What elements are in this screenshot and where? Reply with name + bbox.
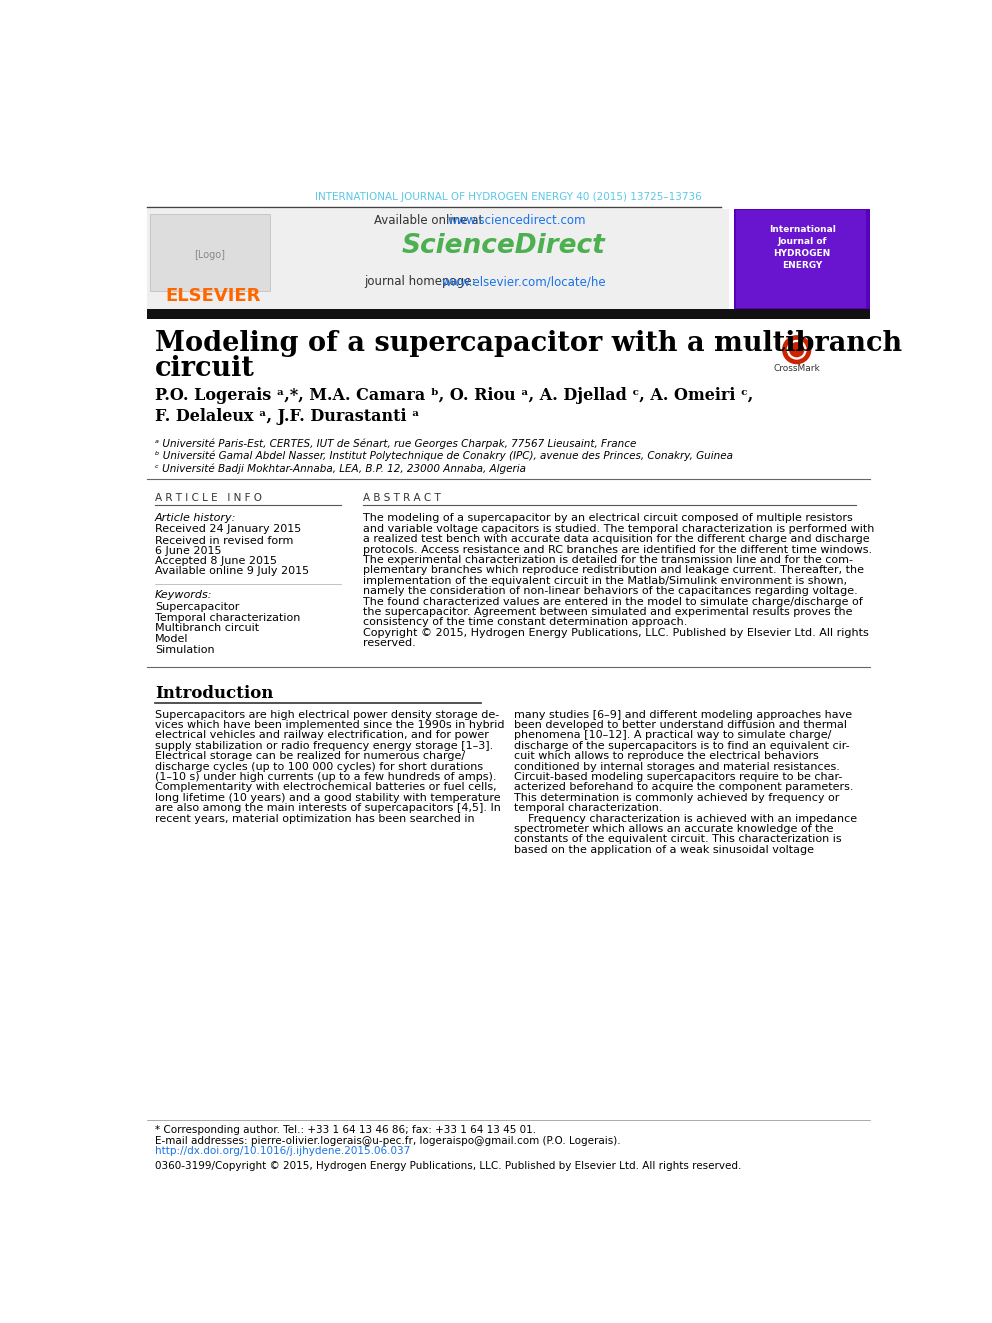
Text: The found characterized values are entered in the model to simulate charge/disch: The found characterized values are enter… (363, 597, 862, 606)
FancyBboxPatch shape (734, 209, 870, 311)
Text: E-mail addresses: pierre-olivier.logerais@u-pec.fr, logeraispo@gmail.com (P.O. L: E-mail addresses: pierre-olivier.logerai… (155, 1135, 621, 1146)
Text: phenomena [10–12]. A practical way to simulate charge/: phenomena [10–12]. A practical way to si… (514, 730, 831, 741)
FancyBboxPatch shape (147, 209, 728, 308)
Circle shape (783, 336, 810, 364)
Text: vices which have been implemented since the 1990s in hybrid: vices which have been implemented since … (155, 720, 505, 730)
Text: Model: Model (155, 634, 188, 644)
Text: been developed to better understand diffusion and thermal: been developed to better understand diff… (514, 720, 847, 730)
Text: The modeling of a supercapacitor by an electrical circuit composed of multiple r: The modeling of a supercapacitor by an e… (363, 513, 852, 524)
Text: Supercapacitor: Supercapacitor (155, 602, 239, 613)
Text: http://dx.doi.org/10.1016/j.ijhydene.2015.06.037: http://dx.doi.org/10.1016/j.ijhydene.201… (155, 1146, 411, 1156)
Text: [Logo]: [Logo] (193, 250, 225, 261)
Text: F. Delaleux ᵃ, J.F. Durastanti ᵃ: F. Delaleux ᵃ, J.F. Durastanti ᵃ (155, 409, 420, 425)
Text: ScienceDirect: ScienceDirect (402, 233, 606, 259)
Text: Temporal characterization: Temporal characterization (155, 613, 301, 623)
Text: Received in revised form: Received in revised form (155, 536, 294, 545)
Text: Accepted 8 June 2015: Accepted 8 June 2015 (155, 556, 277, 566)
Text: the supercapacitor. Agreement between simulated and experimental results proves : the supercapacitor. Agreement between si… (363, 607, 852, 617)
Text: Complementarity with electrochemical batteries or fuel cells,: Complementarity with electrochemical bat… (155, 782, 497, 792)
Text: 6 June 2015: 6 June 2015 (155, 545, 221, 556)
Text: discharge cycles (up to 100 000 cycles) for short durations: discharge cycles (up to 100 000 cycles) … (155, 762, 483, 771)
Text: recent years, material optimization has been searched in: recent years, material optimization has … (155, 814, 474, 824)
Circle shape (790, 343, 804, 357)
Text: Simulation: Simulation (155, 646, 214, 655)
Text: A R T I C L E   I N F O: A R T I C L E I N F O (155, 492, 262, 503)
Circle shape (788, 340, 806, 359)
Text: ELSEVIER: ELSEVIER (166, 287, 261, 304)
Text: many studies [6–9] and different modeling approaches have: many studies [6–9] and different modelin… (514, 709, 852, 720)
Text: 0360-3199/Copyright © 2015, Hydrogen Energy Publications, LLC. Published by Else: 0360-3199/Copyright © 2015, Hydrogen Ene… (155, 1160, 741, 1171)
FancyBboxPatch shape (147, 308, 870, 319)
Text: spectrometer which allows an accurate knowledge of the: spectrometer which allows an accurate kn… (514, 824, 833, 833)
Text: Electrical storage can be realized for numerous charge/: Electrical storage can be realized for n… (155, 751, 465, 761)
Text: Supercapacitors are high electrical power density storage de-: Supercapacitors are high electrical powe… (155, 709, 499, 720)
Text: Available online 9 July 2015: Available online 9 July 2015 (155, 566, 310, 576)
Text: cuit which allows to reproduce the electrical behaviors: cuit which allows to reproduce the elect… (514, 751, 818, 761)
Text: namely the consideration of non-linear behaviors of the capacitances regarding v: namely the consideration of non-linear b… (363, 586, 857, 597)
Text: (1–10 s) under high currents (up to a few hundreds of amps).: (1–10 s) under high currents (up to a fe… (155, 773, 497, 782)
Text: Copyright © 2015, Hydrogen Energy Publications, LLC. Published by Elsevier Ltd. : Copyright © 2015, Hydrogen Energy Public… (363, 627, 868, 638)
Text: journal homepage:: journal homepage: (364, 275, 479, 288)
Text: ᵇ Université Gamal Abdel Nasser, Institut Polytechnique de Conakry (IPC), avenue: ᵇ Université Gamal Abdel Nasser, Institu… (155, 451, 733, 462)
Text: ᶜ Université Badji Mokhtar-Annaba, LEA, B.P. 12, 23000 Annaba, Algeria: ᶜ Université Badji Mokhtar-Annaba, LEA, … (155, 463, 526, 474)
Text: P.O. Logerais ᵃ,*, M.A. Camara ᵇ, O. Riou ᵃ, A. Djellad ᶜ, A. Omeiri ᶜ,: P.O. Logerais ᵃ,*, M.A. Camara ᵇ, O. Rio… (155, 388, 753, 405)
Text: long lifetime (10 years) and a good stability with temperature: long lifetime (10 years) and a good stab… (155, 792, 501, 803)
Text: based on the application of a weak sinusoidal voltage: based on the application of a weak sinus… (514, 845, 813, 855)
Text: Circuit-based modeling supercapacitors require to be char-: Circuit-based modeling supercapacitors r… (514, 773, 842, 782)
Text: Introduction: Introduction (155, 685, 274, 703)
Text: supply stabilization or radio frequency energy storage [1–3].: supply stabilization or radio frequency … (155, 741, 493, 751)
Text: constants of the equivalent circuit. This characterization is: constants of the equivalent circuit. Thi… (514, 835, 841, 844)
Text: Frequency characterization is achieved with an impedance: Frequency characterization is achieved w… (514, 814, 857, 824)
Text: Received 24 January 2015: Received 24 January 2015 (155, 524, 302, 534)
Text: reserved.: reserved. (363, 638, 416, 648)
Text: Article history:: Article history: (155, 512, 236, 523)
Text: www.elsevier.com/locate/he: www.elsevier.com/locate/he (441, 275, 606, 288)
Text: a realized test bench with accurate data acquisition for the different charge an: a realized test bench with accurate data… (363, 534, 869, 544)
Text: implementation of the equivalent circuit in the Matlab/Simulink environment is s: implementation of the equivalent circuit… (363, 576, 847, 586)
Text: International
Journal of
HYDROGEN
ENERGY: International Journal of HYDROGEN ENERGY (769, 225, 835, 270)
Text: acterized beforehand to acquire the component parameters.: acterized beforehand to acquire the comp… (514, 782, 853, 792)
Text: consistency of the time constant determination approach.: consistency of the time constant determi… (363, 618, 687, 627)
FancyBboxPatch shape (736, 209, 866, 308)
Text: Modeling of a supercapacitor with a multibranch: Modeling of a supercapacitor with a mult… (155, 329, 902, 357)
Text: A B S T R A C T: A B S T R A C T (363, 492, 440, 503)
Text: discharge of the supercapacitors is to find an equivalent cir-: discharge of the supercapacitors is to f… (514, 741, 849, 751)
Text: www.sciencedirect.com: www.sciencedirect.com (447, 214, 585, 226)
Text: electrical vehicles and railway electrification, and for power: electrical vehicles and railway electrif… (155, 730, 489, 741)
Text: This determination is commonly achieved by frequency or: This determination is commonly achieved … (514, 792, 839, 803)
Text: circuit: circuit (155, 355, 255, 382)
Text: are also among the main interests of supercapacitors [4,5]. In: are also among the main interests of sup… (155, 803, 501, 814)
Text: conditioned by internal storages and material resistances.: conditioned by internal storages and mat… (514, 762, 839, 771)
Text: The experimental characterization is detailed for the transmission line and for : The experimental characterization is det… (363, 554, 853, 565)
Text: temporal characterization.: temporal characterization. (514, 803, 663, 814)
Text: CrossMark: CrossMark (774, 364, 820, 373)
Text: ᵃ Université Paris-Est, CERTES, IUT de Sénart, rue Georges Charpak, 77567 Lieusa: ᵃ Université Paris-Est, CERTES, IUT de S… (155, 438, 637, 448)
Text: protocols. Access resistance and RC branches are identified for the different ti: protocols. Access resistance and RC bran… (363, 545, 872, 554)
FancyBboxPatch shape (150, 214, 270, 291)
Text: Multibranch circuit: Multibranch circuit (155, 623, 259, 634)
Text: INTERNATIONAL JOURNAL OF HYDROGEN ENERGY 40 (2015) 13725–13736: INTERNATIONAL JOURNAL OF HYDROGEN ENERGY… (315, 192, 701, 202)
Text: Available online at: Available online at (374, 214, 486, 226)
Text: Keywords:: Keywords: (155, 590, 212, 601)
Text: and variable voltage capacitors is studied. The temporal characterization is per: and variable voltage capacitors is studi… (363, 524, 874, 533)
Text: plementary branches which reproduce redistribution and leakage current. Thereaft: plementary branches which reproduce redi… (363, 565, 864, 576)
Text: * Corresponding author. Tel.: +33 1 64 13 46 86; fax: +33 1 64 13 45 01.: * Corresponding author. Tel.: +33 1 64 1… (155, 1125, 536, 1135)
